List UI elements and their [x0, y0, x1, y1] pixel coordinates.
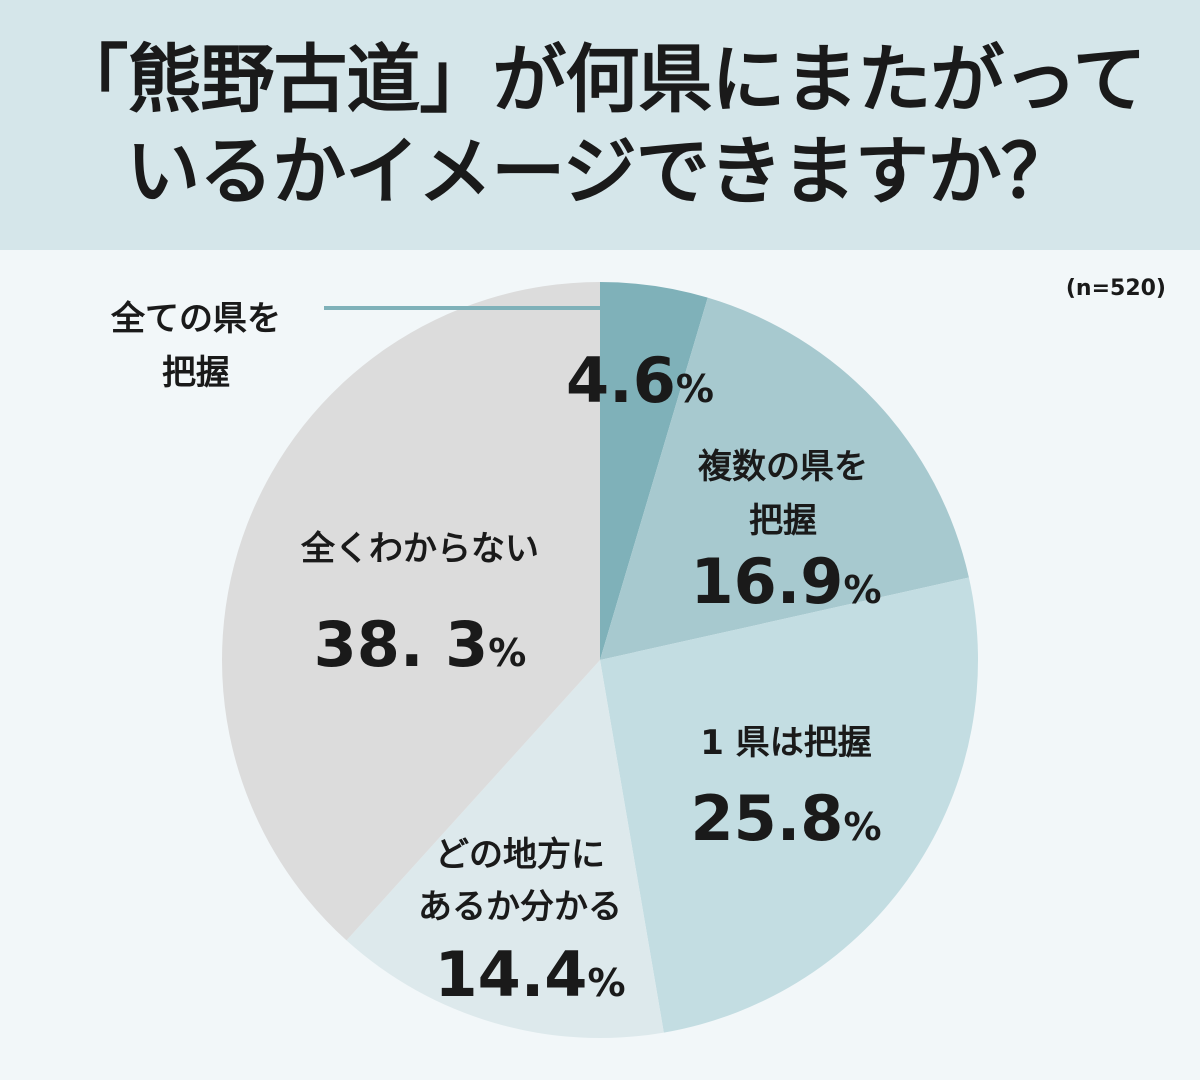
- pie-slice-5: [221, 282, 600, 941]
- percent-sign: %: [488, 631, 526, 675]
- header-banner: 「熊野古道」が何県にまたがって いるかイメージできますか？: [0, 0, 1200, 250]
- slice-label-4-line-2: あるか分かる: [418, 887, 622, 927]
- pie-slice-4: [346, 660, 664, 1038]
- title-line-2: いるかイメージできますか？: [126, 129, 1075, 215]
- chart-title: 「熊野古道」が何県にまたがって いるかイメージできますか？: [0, 34, 1200, 218]
- percent-sign: %: [843, 805, 881, 849]
- percent-sign: %: [587, 961, 625, 1005]
- slice-label-2-line-2: 把握: [749, 501, 817, 541]
- slice-label-1-line-1: 全ての県を: [110, 299, 281, 339]
- slice-label-3-line-1: 1 県は把握: [700, 723, 872, 763]
- slice-label-4-line-1: どの地方に: [435, 835, 605, 875]
- slice-value-2: 16.9%: [690, 545, 881, 618]
- sample-size-note: (n=520): [1065, 276, 1166, 301]
- slice-label-5-line-1: 全くわからない: [300, 529, 539, 569]
- percent-sign: %: [676, 367, 714, 411]
- title-line-1: 「熊野古道」が何県にまたがって: [54, 37, 1146, 123]
- percent-sign: %: [843, 568, 881, 612]
- slice-label-1-line-2: 把握: [162, 353, 230, 393]
- pie-slice-2: [600, 297, 969, 660]
- slice-label-2-line-1: 複数の県を: [698, 447, 868, 487]
- pie-slice-1: [600, 282, 708, 660]
- pie-slice-3: [600, 577, 979, 1033]
